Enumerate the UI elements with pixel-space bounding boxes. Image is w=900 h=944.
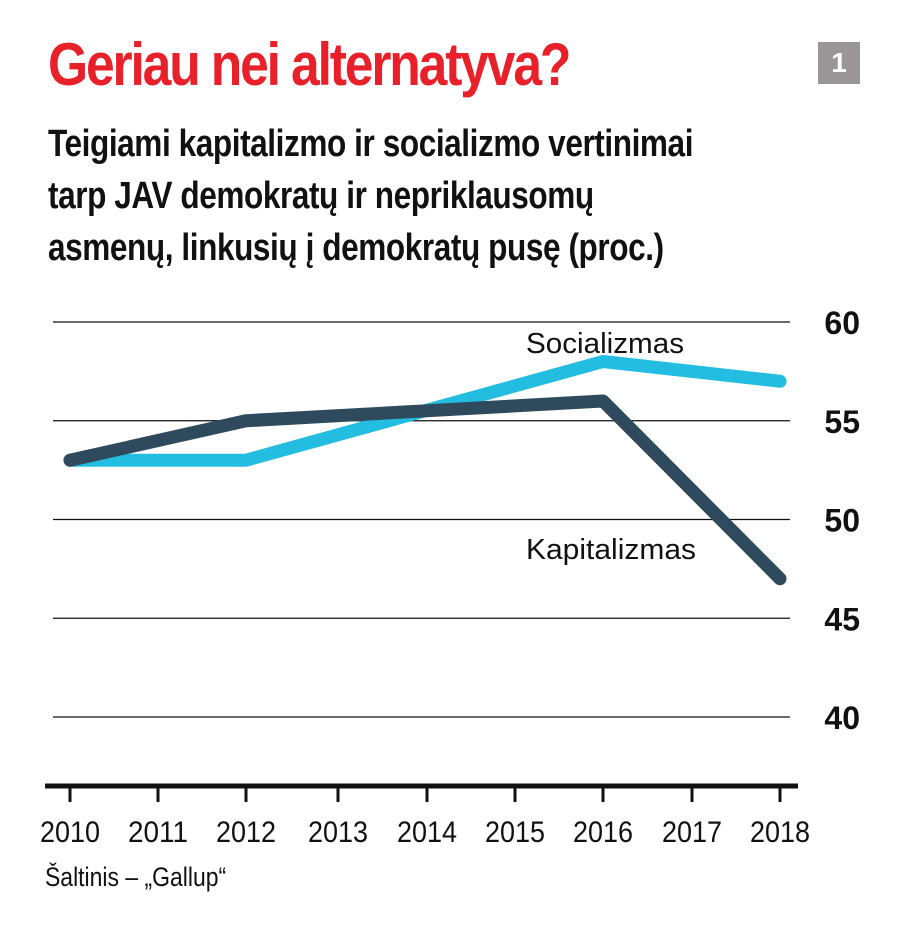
x-tick-label: 2013: [308, 816, 368, 849]
y-tick-label: 40: [824, 700, 860, 736]
x-tick-label: 2010: [40, 816, 100, 849]
series-label-kapitalizmas: Kapitalizmas: [526, 534, 696, 566]
subtitle-line: tarp JAV demokratų ir nepriklausomų: [48, 175, 594, 217]
y-tick-label: 60: [824, 305, 860, 341]
x-tick-label: 2012: [216, 816, 276, 849]
figure-number-badge: 1: [818, 42, 860, 84]
subtitle-line: Teigiami kapitalizmo ir socializmo verti…: [48, 123, 694, 165]
series-label-socializmas: Socializmas: [526, 328, 684, 360]
chart-title: Geriau nei alternatyva?: [48, 31, 571, 98]
series-line-kapitalizmas: [63, 394, 787, 586]
source-note: Šaltinis – „Gallup“: [45, 862, 227, 892]
y-tick-label: 55: [824, 404, 860, 440]
y-tick-label: 45: [824, 601, 860, 637]
x-tick-label: 2018: [750, 816, 810, 849]
y-tick-label: 50: [824, 503, 860, 539]
x-tick-label: 2015: [485, 816, 545, 849]
x-tick-label: 2011: [128, 816, 188, 849]
subtitle-line: asmenų, linkusių į demokratų pusę (proc.…: [48, 227, 664, 269]
chart-subtitle: Teigiami kapitalizmo ir socializmo verti…: [48, 118, 795, 274]
x-tick-label: 2016: [573, 816, 633, 849]
x-tick-label: 2014: [397, 816, 457, 849]
x-tick-label: 2017: [662, 816, 722, 849]
